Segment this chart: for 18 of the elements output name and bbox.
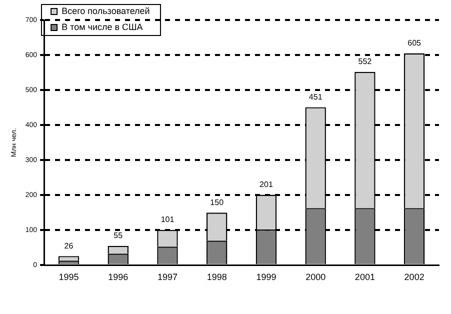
total-label: 26 bbox=[64, 241, 74, 250]
total-label: 605 bbox=[408, 38, 422, 48]
x-tick-label: 1999 bbox=[256, 272, 276, 282]
x-tick-label: 1997 bbox=[157, 272, 178, 282]
legend-label: Всего пользователей bbox=[62, 6, 150, 16]
x-tick-label: 1998 bbox=[206, 272, 227, 282]
total-label: 55 bbox=[114, 231, 124, 240]
x-tick-label: 2001 bbox=[354, 272, 375, 282]
total-label: 451 bbox=[308, 92, 323, 102]
total-label: 101 bbox=[160, 215, 175, 224]
total-label: 201 bbox=[260, 180, 274, 189]
total-label: 552 bbox=[358, 57, 372, 66]
x-tick-label: 2002 bbox=[404, 272, 424, 282]
x-tick-label: 1996 bbox=[108, 272, 128, 282]
x-tick-label: 1995 bbox=[58, 272, 79, 282]
legend-label: В том числе в США bbox=[62, 22, 143, 32]
x-tick-label: 2000 bbox=[306, 272, 326, 282]
total-label: 150 bbox=[210, 198, 224, 207]
